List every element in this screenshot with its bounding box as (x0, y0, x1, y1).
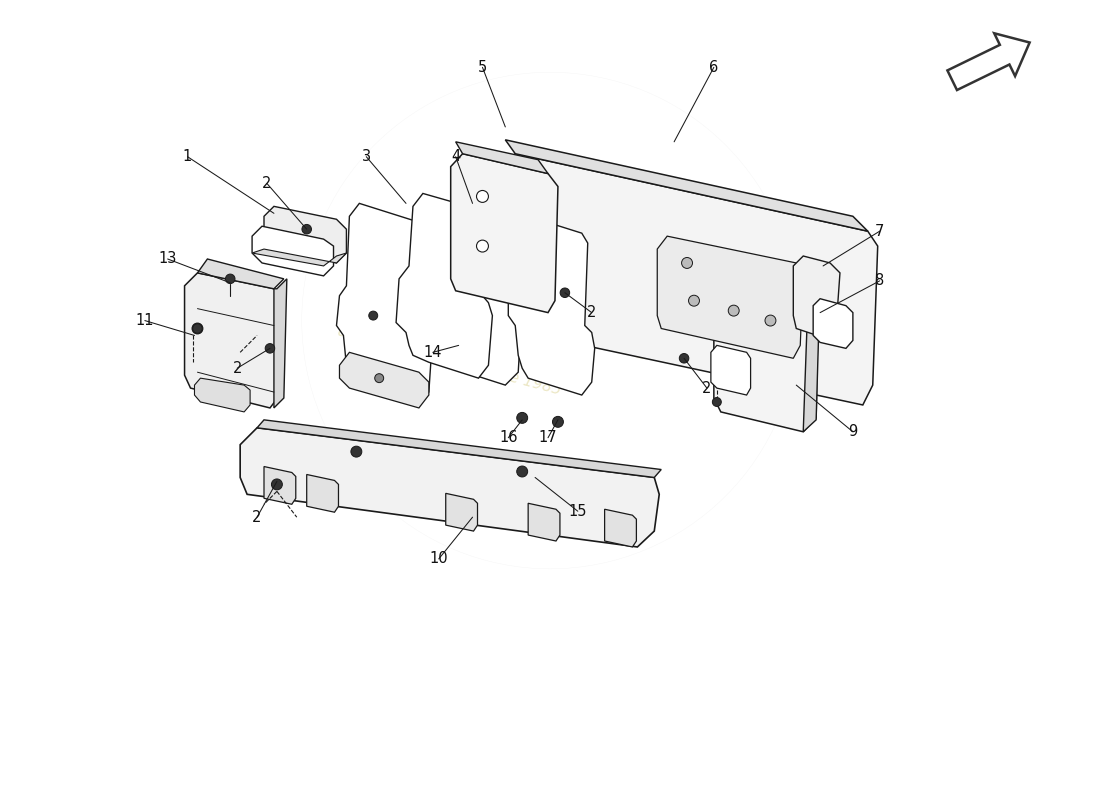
FancyArrow shape (947, 34, 1030, 90)
Text: 2: 2 (702, 381, 712, 395)
Circle shape (192, 323, 202, 334)
Text: 5: 5 (477, 60, 487, 75)
Polygon shape (605, 510, 637, 547)
Polygon shape (803, 283, 821, 432)
Polygon shape (508, 216, 595, 395)
Polygon shape (198, 259, 284, 289)
Circle shape (517, 466, 528, 477)
Text: 2: 2 (262, 176, 272, 191)
Circle shape (351, 446, 362, 457)
Polygon shape (727, 263, 821, 293)
Text: 9: 9 (848, 424, 858, 439)
Polygon shape (257, 420, 661, 478)
Circle shape (192, 324, 202, 334)
Text: 8: 8 (876, 274, 884, 288)
Polygon shape (451, 154, 558, 313)
Circle shape (301, 225, 311, 234)
Polygon shape (195, 378, 250, 412)
Circle shape (476, 240, 488, 252)
Circle shape (375, 374, 384, 382)
Polygon shape (264, 466, 296, 504)
Polygon shape (252, 226, 333, 276)
Polygon shape (505, 140, 868, 231)
Polygon shape (455, 142, 548, 174)
Circle shape (265, 343, 275, 353)
Circle shape (552, 416, 563, 427)
Circle shape (272, 479, 283, 490)
Text: 3: 3 (362, 150, 371, 164)
Text: 6: 6 (710, 60, 718, 75)
Polygon shape (528, 503, 560, 541)
Text: 14: 14 (424, 345, 442, 360)
Polygon shape (793, 256, 840, 338)
Circle shape (680, 354, 689, 363)
Polygon shape (446, 494, 477, 531)
Polygon shape (307, 474, 339, 512)
Circle shape (368, 311, 377, 320)
Text: 4: 4 (451, 150, 460, 164)
Circle shape (517, 413, 528, 423)
Text: 7: 7 (874, 224, 884, 238)
Polygon shape (711, 346, 750, 395)
Text: 2: 2 (232, 361, 242, 376)
Polygon shape (340, 352, 429, 408)
Text: euro: euro (442, 181, 603, 275)
Circle shape (682, 258, 693, 269)
Polygon shape (185, 273, 282, 408)
Polygon shape (498, 154, 878, 405)
Text: 2: 2 (587, 305, 596, 320)
Text: 1: 1 (183, 150, 192, 164)
Circle shape (728, 305, 739, 316)
Text: 13: 13 (158, 251, 177, 266)
Polygon shape (337, 203, 431, 405)
Circle shape (476, 190, 488, 202)
Polygon shape (396, 194, 493, 378)
Polygon shape (813, 298, 852, 348)
Polygon shape (274, 279, 287, 408)
Circle shape (560, 288, 570, 298)
Text: car: car (485, 252, 588, 326)
Text: 11: 11 (135, 313, 154, 328)
Polygon shape (252, 249, 346, 266)
Circle shape (713, 398, 722, 406)
Polygon shape (658, 236, 803, 358)
Circle shape (689, 295, 700, 306)
Text: 17: 17 (539, 430, 558, 446)
Text: 16: 16 (499, 430, 517, 446)
Polygon shape (264, 206, 346, 263)
Circle shape (226, 274, 235, 284)
Polygon shape (714, 273, 818, 432)
Text: 15: 15 (569, 504, 587, 518)
Text: 2: 2 (252, 510, 262, 525)
Text: a passion for parts since 1985: a passion for parts since 1985 (337, 324, 563, 398)
Text: parts: parts (515, 293, 662, 372)
Text: 10: 10 (429, 551, 448, 566)
Polygon shape (436, 206, 520, 385)
Polygon shape (240, 428, 659, 547)
Circle shape (764, 315, 776, 326)
